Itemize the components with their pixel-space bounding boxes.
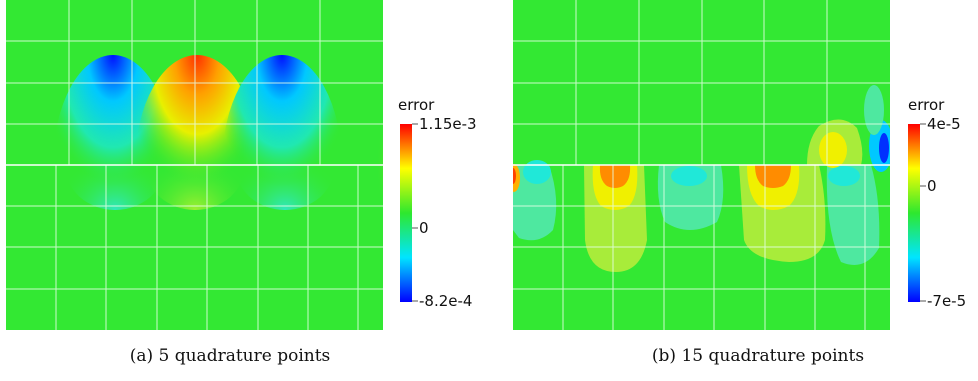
field-contour: [826, 165, 880, 265]
caption-b: (b) 15 quadrature points: [651, 346, 865, 366]
error-field-plot: [6, 0, 383, 330]
panel-a: error 1.15e-3 0 -8.2e-4: [6, 0, 477, 330]
colorbar-min-label: -8.2e-4: [419, 292, 472, 310]
error-field-plot: [513, 0, 890, 330]
field-blob-negative: [828, 166, 860, 186]
colorbar: error 4e-5 0 -7e-5: [908, 96, 966, 310]
colorbar: error 1.15e-3 0 -8.2e-4: [398, 96, 477, 310]
colorbar-max-label: 1.15e-3: [419, 115, 477, 133]
colorbar-title: error: [908, 96, 945, 114]
caption-a: (a) 5 quadrature points: [129, 346, 331, 366]
field-blob-positive: [819, 132, 847, 168]
field-contour: [513, 165, 557, 241]
colorbar-gradient: [908, 124, 920, 302]
colorbar-title: error: [398, 96, 435, 114]
field-blob-edge: [864, 85, 884, 135]
field-blob-edge: [879, 133, 889, 163]
colorbar-min-label: -7e-5: [927, 292, 966, 310]
mesh-grid: [513, 0, 890, 330]
colorbar-max-label: 4e-5: [927, 115, 961, 133]
field-blob-positive: [755, 165, 791, 188]
colorbar-mid-label: 0: [419, 219, 429, 237]
field-blob-negative: [671, 166, 707, 186]
field-blob-negative: [523, 160, 551, 184]
colorbar-mid-label: 0: [927, 177, 937, 195]
field-blob-positive: [599, 165, 631, 188]
colorbar-gradient: [400, 124, 412, 302]
mesh-grid: [6, 0, 383, 330]
panel-b: error 4e-5 0 -7e-5: [513, 0, 966, 330]
field-blob-edge: [513, 168, 516, 184]
